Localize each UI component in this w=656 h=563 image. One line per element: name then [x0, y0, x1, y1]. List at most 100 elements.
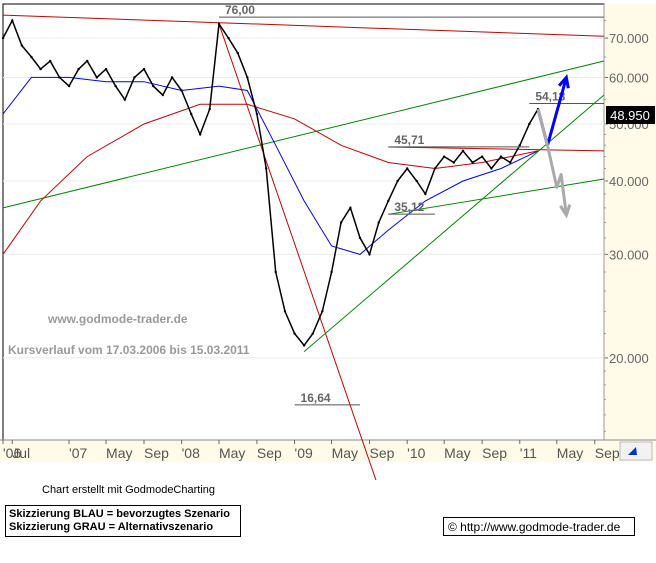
price-point — [311, 332, 314, 335]
price-point — [58, 76, 61, 79]
price-point — [480, 155, 484, 158]
x-tick-label: May — [219, 445, 245, 461]
price-point — [1, 36, 5, 40]
price-point — [161, 93, 165, 97]
last-price-box — [606, 106, 655, 124]
x-tick-label: '10 — [407, 445, 425, 461]
price-point — [20, 44, 24, 47]
price-point — [368, 253, 371, 256]
y-tick-label: 70.000 — [609, 31, 649, 46]
price-line — [2, 18, 539, 347]
y-tick-label: 40.000 — [609, 174, 649, 189]
price-point — [39, 67, 42, 71]
price-point — [283, 310, 287, 313]
price-point — [67, 84, 71, 88]
moving-average-line — [2, 103, 539, 255]
price-point — [358, 236, 362, 240]
scenario-arrowhead — [559, 204, 572, 219]
price-point — [152, 84, 155, 88]
nav-arrow-icon — [628, 447, 637, 455]
price-point — [396, 179, 399, 183]
price-point — [415, 179, 418, 183]
price-point — [349, 206, 352, 210]
price-point — [95, 76, 98, 79]
x-tick-label: '11 — [520, 445, 537, 461]
price-series — [1, 18, 540, 347]
scenario-sketches — [536, 74, 572, 219]
price-point — [461, 149, 465, 153]
stock-chart: 76,00 54,18 45,71 35,12 16,64 20.000 30.000 40… — [0, 3, 656, 480]
trend-line — [218, 23, 377, 480]
price-point — [321, 310, 324, 313]
trend-line — [2, 60, 605, 209]
price-point — [387, 199, 390, 203]
price-point — [246, 76, 249, 79]
price-point — [104, 67, 108, 71]
price-point — [264, 167, 268, 170]
trend-line — [388, 146, 605, 152]
price-point — [198, 133, 202, 136]
price-point — [180, 89, 183, 92]
x-tick-label: May — [106, 445, 132, 461]
x-tick-label: '08 — [182, 445, 200, 461]
level-label: 76,00 — [225, 3, 255, 17]
price-point — [499, 155, 503, 158]
trend-line — [2, 14, 605, 37]
chart-credit: Chart erstellt mit GodmodeCharting — [42, 484, 216, 496]
price-levels: 76,00 54,18 45,71 35,12 16,64 — [218, 3, 604, 406]
moving-averages — [2, 76, 539, 255]
period-text: Kursverlauf vom 17.03.2006 bis 15.03.201… — [8, 343, 250, 357]
x-tick-label: Sep — [482, 445, 507, 461]
price-point — [189, 112, 193, 116]
price-point — [114, 84, 117, 88]
price-point — [123, 98, 127, 101]
last-price-label: 48.950 — [610, 108, 650, 123]
price-point — [217, 22, 221, 26]
price-point — [227, 36, 230, 40]
level-label: 35,12 — [394, 200, 424, 214]
price-point — [339, 221, 343, 224]
scenario-line — [536, 108, 568, 216]
trend-lines — [2, 14, 605, 480]
price-point — [133, 76, 136, 79]
source-link[interactable]: © http://www.godmode-trader.de — [443, 517, 635, 536]
x-tick-label: May — [332, 445, 358, 461]
legend-blue: Skizzierung BLAU = bevorzugtes Szenario — [9, 508, 230, 520]
axis-panel — [604, 4, 656, 440]
price-point — [528, 122, 531, 126]
x-tick-label: '06 — [3, 445, 21, 461]
trend-line — [388, 178, 605, 215]
x-tick-label: May — [444, 445, 470, 461]
price-point — [330, 270, 333, 274]
price-point — [452, 161, 455, 164]
legend-grey: Skizzierung GRAU = Alternativszenario — [9, 521, 214, 533]
price-point — [49, 59, 52, 63]
plot-background — [2, 3, 605, 441]
x-tick-label: Sep — [370, 445, 395, 461]
x-tick-label: May — [557, 445, 583, 461]
level-label: 45,71 — [394, 133, 424, 147]
y-tick-label: 30.000 — [609, 247, 649, 262]
x-tick-label: '09 — [295, 445, 313, 461]
x-tick-label: Sep — [144, 445, 169, 461]
level-label: 54,18 — [535, 89, 565, 103]
x-tick-label: Jul — [12, 445, 30, 461]
price-point — [236, 51, 239, 55]
price-point — [471, 161, 474, 164]
price-point — [433, 167, 437, 170]
price-point — [377, 221, 380, 224]
scenario-arrowhead — [557, 74, 570, 89]
y-tick-label: 20.000 — [609, 351, 649, 366]
level-label: 16,64 — [301, 391, 331, 405]
price-point — [170, 76, 174, 79]
watermark-text: www.godmode-trader.de — [47, 312, 188, 326]
price-point — [86, 59, 89, 63]
price-point — [274, 270, 277, 274]
scenario-legend: Skizzierung BLAU = bevorzugtes Szenario … — [5, 505, 241, 537]
price-point — [302, 344, 306, 347]
price-point — [405, 167, 409, 170]
price-point — [442, 155, 446, 158]
x-tick-label: Sep — [595, 445, 620, 461]
